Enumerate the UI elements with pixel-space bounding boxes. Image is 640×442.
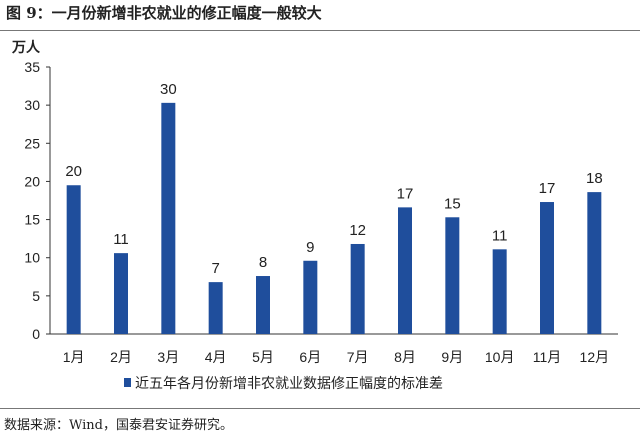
bar <box>208 282 223 334</box>
x-tick-label: 11月 <box>533 349 562 365</box>
y-tick-label: 35 <box>24 59 40 75</box>
data-label: 15 <box>444 195 461 212</box>
x-tick-label: 9月 <box>441 349 463 365</box>
data-label: 7 <box>211 260 219 277</box>
legend-swatch <box>124 378 131 387</box>
x-tick-label: 12月 <box>580 349 610 365</box>
x-tick-label: 6月 <box>299 349 321 365</box>
bar <box>540 202 554 334</box>
top-rule <box>0 30 640 31</box>
y-tick-label: 30 <box>24 97 40 113</box>
bar <box>587 192 602 334</box>
x-tick-label: 1月 <box>63 349 85 365</box>
figure-title: 图 9：一月份新增非农就业的修正幅度一般较大 <box>6 4 322 22</box>
source-note: 数据来源：Wind，国泰君安证券研究。 <box>4 418 233 433</box>
bar <box>350 243 365 334</box>
x-tick-label: 10月 <box>485 349 515 365</box>
x-tick-label: 2月 <box>110 349 132 365</box>
bottom-rule <box>0 408 640 409</box>
bar <box>161 102 176 335</box>
data-label: 11 <box>113 231 129 248</box>
y-tick-label: 20 <box>24 173 40 189</box>
y-tick-label: 25 <box>24 135 40 151</box>
bar <box>114 253 128 334</box>
bar <box>398 207 412 334</box>
x-tick-label: 8月 <box>394 349 416 365</box>
y-tick-label: 15 <box>24 212 40 228</box>
bar <box>256 276 270 334</box>
data-label: 30 <box>160 81 177 98</box>
data-label: 17 <box>539 180 556 197</box>
data-label: 18 <box>586 170 603 187</box>
bar-chart: 万人 0 5 10 15 20 25 30 35 20 1月 11 2月 30 3月 7 4月 8 5月 9 6月 12 7… <box>11 39 618 391</box>
data-label: 9 <box>306 239 314 256</box>
y-tick-label: 0 <box>32 326 40 342</box>
y-tick-label: 5 <box>32 288 40 304</box>
x-tick-label: 7月 <box>347 349 369 365</box>
bar <box>66 185 81 334</box>
data-label: 20 <box>65 163 82 180</box>
data-label: 17 <box>397 185 414 202</box>
legend-label: 近五年各月份新增非农就业数据修正幅度的标准差 <box>135 375 443 391</box>
bar <box>303 260 318 334</box>
data-label: 11 <box>492 227 508 244</box>
bar <box>492 249 507 334</box>
x-tick-label: 4月 <box>205 349 227 365</box>
x-tick-label: 5月 <box>252 349 274 365</box>
data-label: 12 <box>349 222 366 239</box>
data-label: 8 <box>259 254 267 271</box>
y-axis-label: 万人 <box>11 39 41 55</box>
bar <box>445 217 460 334</box>
y-tick-label: 10 <box>24 250 40 266</box>
x-tick-label: 3月 <box>157 349 179 365</box>
